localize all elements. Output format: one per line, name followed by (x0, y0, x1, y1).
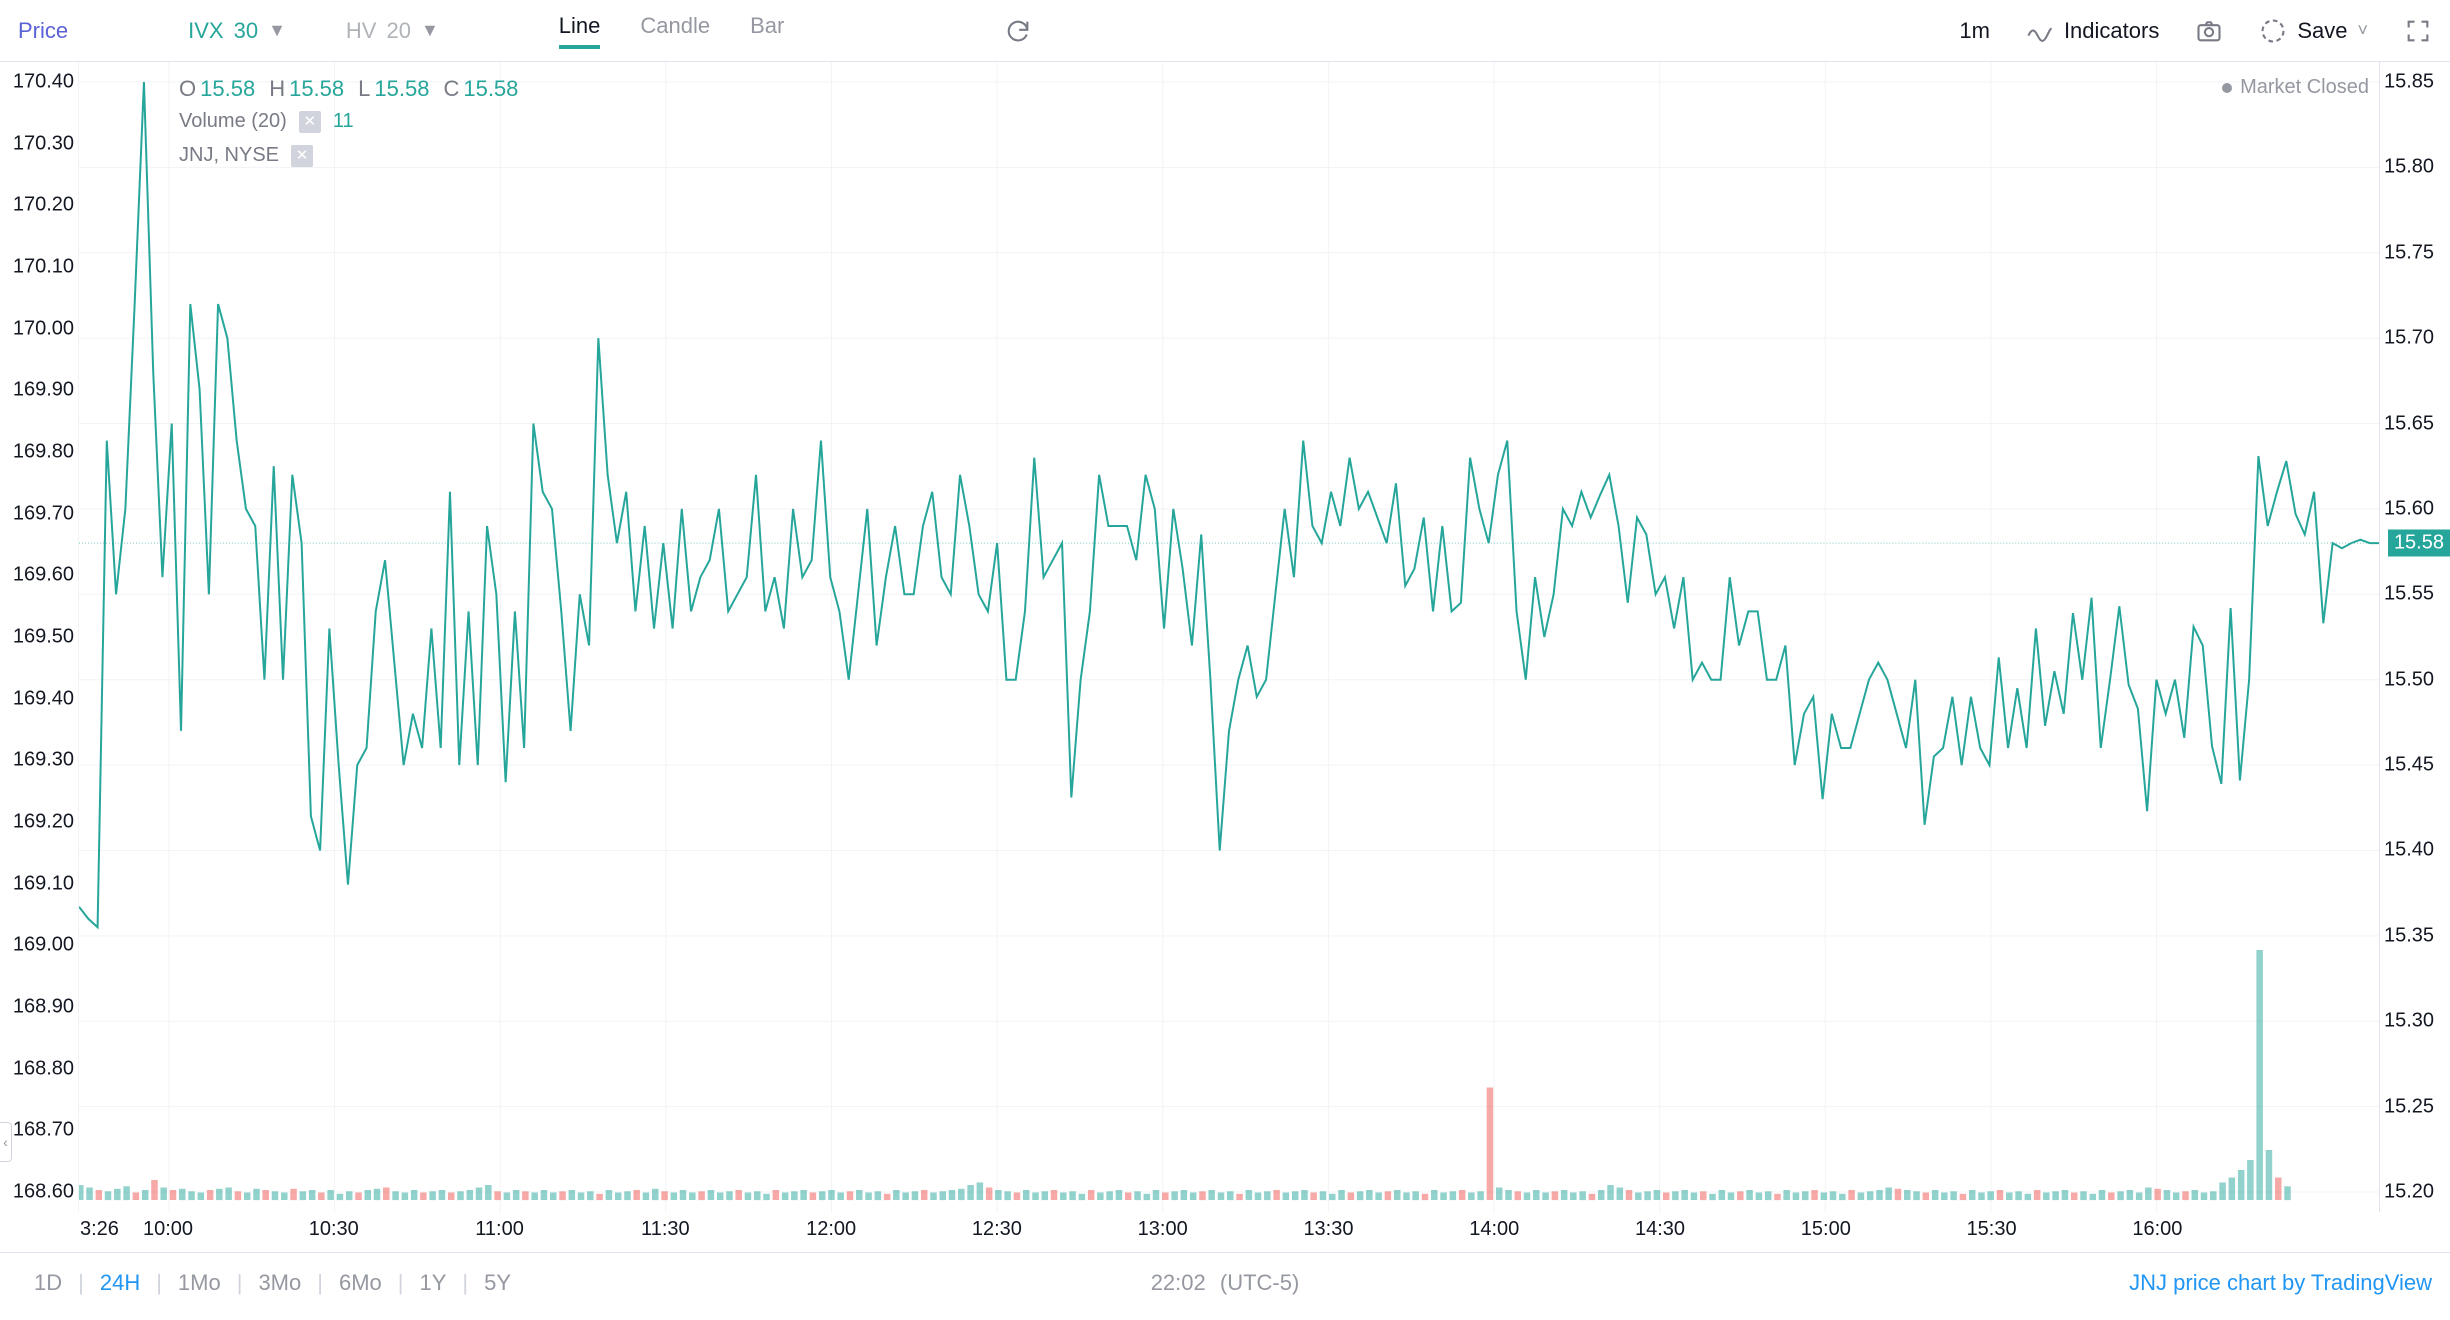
bottom-bar: 1D|24H|1Mo|3Mo|6Mo|1Y|5Y 22:02 (UTC-5) J… (0, 1252, 2450, 1312)
attribution-link[interactable]: JNJ price chart by TradingView (2129, 1270, 2432, 1296)
left-price-axis[interactable]: 170.40 170.30 170.20 170.10 170.00 169.90 169.… (0, 62, 78, 1212)
hv-label: HV (346, 18, 377, 44)
left-axis-tick: 169.60 (13, 564, 74, 587)
left-axis-tick: 170.30 (13, 132, 74, 155)
chart-area: 170.40 170.30 170.20 170.10 170.00 169.90 169.… (0, 62, 2450, 1252)
right-axis-tick: 15.25 (2384, 1095, 2434, 1118)
left-axis-tick: 169.10 (13, 872, 74, 895)
range-selector: 1D|24H|1Mo|3Mo|6Mo|1Y|5Y (18, 1270, 527, 1296)
symbol-legend: JNJ, NYSE ✕ (179, 144, 313, 167)
left-axis-tick: 169.30 (13, 749, 74, 772)
left-axis-tick: 169.40 (13, 687, 74, 710)
x-axis-tick: 11:30 (641, 1218, 690, 1241)
axis-collapse-handle[interactable]: ‹ (0, 1122, 12, 1162)
indicators-icon (2026, 17, 2054, 45)
clock[interactable]: 22:02 (UTC-5) (1151, 1270, 1300, 1296)
chevron-down-icon: ▼ (268, 20, 286, 41)
left-axis-tick: 168.80 (13, 1057, 74, 1080)
cloud-save-icon (2259, 17, 2287, 45)
left-axis-tick: 169.70 (13, 502, 74, 525)
close-icon[interactable]: ✕ (291, 145, 313, 167)
fullscreen-icon[interactable] (2404, 17, 2432, 45)
left-axis-tick: 170.00 (13, 317, 74, 340)
right-axis-tick: 15.60 (2384, 497, 2434, 520)
range-1d[interactable]: 1D (18, 1270, 78, 1295)
range-24h[interactable]: 24H (84, 1270, 156, 1295)
right-axis-tick: 15.75 (2384, 241, 2434, 264)
right-axis-tick: 15.35 (2384, 924, 2434, 947)
x-axis-tick: 12:00 (806, 1218, 856, 1241)
chevron-down-icon: ˅ (2357, 20, 2368, 41)
right-axis-tick: 15.40 (2384, 839, 2434, 862)
right-price-axis[interactable]: 15.85 15.80 15.75 15.70 15.65 15.60 15.55 15.50… (2380, 62, 2450, 1212)
x-axis-tick: 10:00 (143, 1218, 193, 1241)
plot-area[interactable]: O15.58 H15.58 L15.58 C15.58 Volume (20) … (78, 62, 2380, 1212)
left-axis-tick: 170.20 (13, 194, 74, 217)
x-axis-tick: 12:30 (972, 1218, 1022, 1241)
x-axis-tick: 10:30 (309, 1218, 359, 1241)
x-axis-tick: 14:00 (1469, 1218, 1519, 1241)
left-axis-tick: 168.60 (13, 1181, 74, 1204)
time-axis[interactable]: 3:26 10:00 10:30 11:00 11:30 12:00 12:30 13:00 1… (78, 1212, 2380, 1252)
left-axis-tick: 168.70 (13, 1119, 74, 1142)
x-axis-tick: 14:30 (1635, 1218, 1685, 1241)
right-axis-tick: 15.85 (2384, 71, 2434, 94)
refresh-icon[interactable] (1004, 17, 1032, 45)
left-axis-tick: 169.80 (13, 441, 74, 464)
hv-selector[interactable]: HV 20 ▼ (346, 18, 439, 44)
tab-bar[interactable]: Bar (750, 13, 784, 49)
right-axis-tick: 15.30 (2384, 1010, 2434, 1033)
x-axis-tick: 15:00 (1801, 1218, 1851, 1241)
hv-period: 20 (386, 18, 410, 44)
toolbar: Price IVX 30 ▼ HV 20 ▼ Line Candle Bar 1… (0, 0, 2450, 62)
range-6mo[interactable]: 6Mo (323, 1270, 398, 1295)
left-axis-tick: 170.10 (13, 256, 74, 279)
save-button[interactable]: Save ˅ (2259, 17, 2368, 45)
right-axis-tick: 15.70 (2384, 327, 2434, 350)
camera-icon[interactable] (2195, 17, 2223, 45)
ivx-period: 30 (234, 18, 258, 44)
x-axis-tick: 3:26 (80, 1218, 119, 1241)
indicators-button[interactable]: Indicators (2026, 17, 2159, 45)
range-1mo[interactable]: 1Mo (162, 1270, 237, 1295)
volume-legend: Volume (20) ✕ 11 (179, 110, 354, 133)
interval-label[interactable]: 1m (1959, 18, 1990, 44)
range-3mo[interactable]: 3Mo (242, 1270, 317, 1295)
left-axis-tick: 169.50 (13, 626, 74, 649)
chevron-down-icon: ▼ (421, 20, 439, 41)
tab-line[interactable]: Line (559, 13, 601, 49)
right-axis-tick: 15.65 (2384, 412, 2434, 435)
x-axis-tick: 11:00 (475, 1218, 524, 1241)
left-axis-tick: 169.20 (13, 811, 74, 834)
left-axis-tick: 170.40 (13, 71, 74, 94)
status-dot-icon (2222, 83, 2232, 93)
left-axis-tick: 169.00 (13, 934, 74, 957)
range-1y[interactable]: 1Y (403, 1270, 462, 1295)
ohlc-legend: O15.58 H15.58 L15.58 C15.58 (179, 76, 518, 102)
right-axis-tick: 15.50 (2384, 668, 2434, 691)
left-axis-tick: 168.90 (13, 996, 74, 1019)
x-axis-tick: 15:30 (1967, 1218, 2017, 1241)
tab-candle[interactable]: Candle (640, 13, 710, 49)
ivx-selector[interactable]: IVX 30 ▼ (188, 18, 286, 44)
right-axis-tick: 15.20 (2384, 1181, 2434, 1204)
ivx-label: IVX (188, 18, 223, 44)
price-link[interactable]: Price (18, 18, 68, 44)
close-icon[interactable]: ✕ (299, 111, 321, 133)
left-axis-tick: 169.90 (13, 379, 74, 402)
chart-type-tabs: Line Candle Bar (559, 13, 785, 49)
right-axis-tick: 15.55 (2384, 583, 2434, 606)
market-status: Market Closed (2222, 76, 2369, 99)
range-5y[interactable]: 5Y (468, 1270, 527, 1295)
right-axis-tick: 15.45 (2384, 754, 2434, 777)
x-axis-tick: 16:00 (2132, 1218, 2182, 1241)
x-axis-tick: 13:00 (1138, 1218, 1188, 1241)
x-axis-tick: 13:30 (1303, 1218, 1353, 1241)
right-axis-tick: 15.80 (2384, 156, 2434, 179)
last-price-flag: 15.58 (2388, 530, 2450, 557)
